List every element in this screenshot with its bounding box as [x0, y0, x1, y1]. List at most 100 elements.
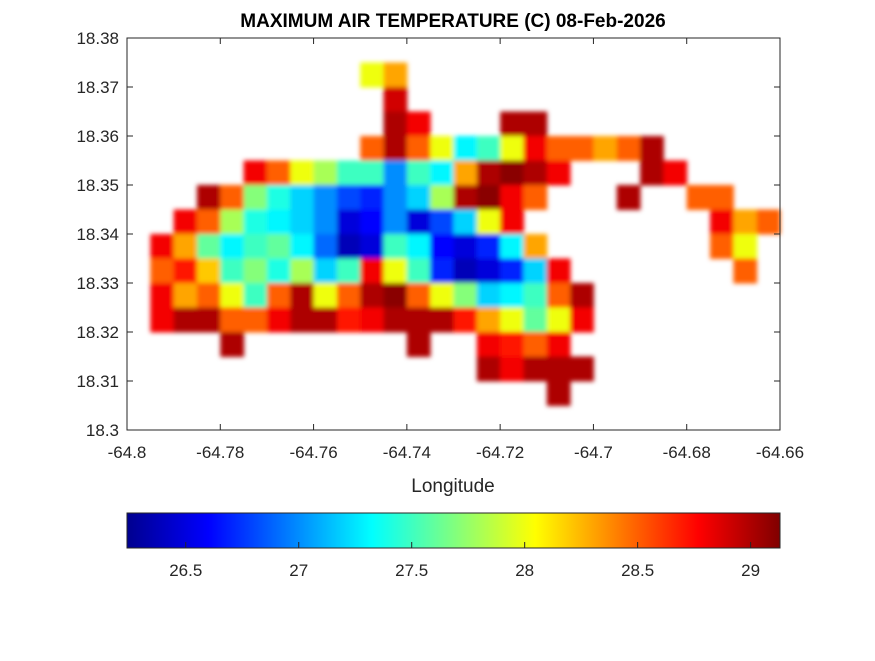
- heatmap-cell: [406, 332, 431, 357]
- heatmap-cell: [266, 209, 291, 235]
- heatmap-cell: [173, 209, 198, 235]
- heatmap-cell: [453, 307, 478, 333]
- heatmap-cell: [476, 258, 501, 284]
- heatmap-cell: [336, 258, 361, 284]
- heatmap-cell: [476, 356, 501, 382]
- heatmap-cell: [500, 136, 524, 161]
- heatmap-cell: [266, 160, 291, 186]
- heatmap-cell: [523, 111, 548, 137]
- heatmap-cell: [523, 258, 548, 284]
- heatmap-cell: [360, 258, 385, 284]
- heatmap-cell: [500, 185, 524, 210]
- heatmap-cell: [220, 258, 245, 284]
- heatmap-cell: [173, 258, 198, 284]
- heatmap-cell: [430, 160, 454, 186]
- colorbar-tick-label: 28.5: [621, 561, 654, 580]
- heatmap-cell: [150, 307, 175, 333]
- heatmap-cell: [173, 307, 198, 333]
- heatmap-cell: [500, 283, 524, 308]
- heatmap-cell: [383, 136, 408, 161]
- heatmap-cell: [453, 209, 478, 235]
- heatmap-cell: [710, 234, 734, 259]
- heatmap-cell: [220, 307, 245, 333]
- chart-title: MAXIMUM AIR TEMPERATURE (C) 08-Feb-2026: [240, 11, 665, 32]
- heatmap-cell: [173, 234, 198, 259]
- heatmap-cell: [196, 234, 221, 259]
- heatmap-cell: [313, 258, 338, 284]
- y-axis: 18.3 18.31 18.32 18.33 18.34 18.35 18.36 18.37 1…: [76, 29, 780, 440]
- heatmap-cell: [406, 283, 431, 308]
- heatmap-cell: [383, 234, 408, 259]
- heatmap-cell: [383, 87, 408, 112]
- heatmap-cell: [523, 136, 548, 161]
- heatmap-cell: [406, 136, 431, 161]
- heatmap-cell: [266, 258, 291, 284]
- heatmap-cell: [453, 234, 478, 259]
- heatmap-cell: [336, 185, 361, 210]
- heatmap-cell: [616, 185, 641, 210]
- heatmap-cell: [383, 209, 408, 235]
- x-tick-label: -64.66: [756, 443, 804, 462]
- heatmap-cell: [383, 283, 408, 308]
- heatmap-cell: [196, 283, 221, 308]
- x-axis-label: Longitude: [411, 476, 494, 497]
- heatmap-cell: [476, 283, 501, 308]
- heatmap-cell: [243, 209, 268, 235]
- x-tick-label: -64.8: [108, 443, 147, 462]
- x-tick-label: -64.74: [383, 443, 431, 462]
- heatmap-cell: [430, 258, 454, 284]
- heatmap-cell: [266, 307, 291, 333]
- heatmap-cell: [453, 185, 478, 210]
- heatmap-cells: [150, 62, 781, 406]
- heatmap-cell: [290, 234, 315, 259]
- heatmap-cell: [220, 209, 245, 235]
- heatmap-cell: [220, 283, 245, 308]
- heatmap-cell: [570, 136, 594, 161]
- heatmap-cell: [290, 307, 315, 333]
- x-tick-label: -64.72: [476, 443, 524, 462]
- heatmap-cell: [570, 356, 594, 382]
- heatmap-cell: [430, 234, 454, 259]
- heatmap-cell: [523, 307, 548, 333]
- heatmap-cell: [406, 234, 431, 259]
- heatmap-cell: [243, 185, 268, 210]
- x-tick-label: -64.68: [663, 443, 711, 462]
- heatmap-cell: [360, 283, 385, 308]
- heatmap-cell: [546, 356, 571, 382]
- heatmap-cell: [476, 136, 501, 161]
- colorbar-ticks: 26.5 27 27.5 28 28.5 29: [169, 542, 760, 580]
- heatmap-cell: [523, 234, 548, 259]
- heatmap-cell: [243, 234, 268, 259]
- heatmap-cell: [616, 136, 641, 161]
- heatmap-cell: [500, 234, 524, 259]
- heatmap-cell: [150, 258, 175, 284]
- heatmap-cell: [570, 307, 594, 333]
- heatmap-cell: [430, 307, 454, 333]
- heatmap-cell: [406, 307, 431, 333]
- heatmap-cell: [313, 185, 338, 210]
- heatmap-cell: [313, 307, 338, 333]
- heatmap-cell: [500, 111, 524, 137]
- heatmap-cell: [430, 209, 454, 235]
- heatmap-cell: [476, 234, 501, 259]
- x-axis: -64.8 -64.78 -64.76 -64.74 -64.72 -64.7 -64.68…: [108, 38, 804, 462]
- heatmap-cell: [150, 234, 175, 259]
- y-tick-label: 18.31: [76, 372, 119, 391]
- heatmap-cell: [313, 209, 338, 235]
- heatmap-cell: [546, 332, 571, 357]
- y-tick-label: 18.32: [76, 323, 119, 342]
- heatmap-cell: [640, 160, 664, 186]
- heatmap-cell: [500, 307, 524, 333]
- heatmap-cell: [756, 209, 781, 235]
- heatmap-cell: [500, 258, 524, 284]
- heatmap-cell: [523, 185, 548, 210]
- heatmap-cell: [500, 209, 524, 235]
- heatmap-cell: [546, 258, 571, 284]
- colorbar: [126, 512, 781, 549]
- heatmap-cell: [383, 160, 408, 186]
- heatmap-cell: [430, 185, 454, 210]
- colorbar-tick-label: 27: [289, 561, 308, 580]
- heatmap-cell: [733, 234, 758, 259]
- y-tick-label: 18.35: [76, 176, 119, 195]
- heatmap-cell: [383, 307, 408, 333]
